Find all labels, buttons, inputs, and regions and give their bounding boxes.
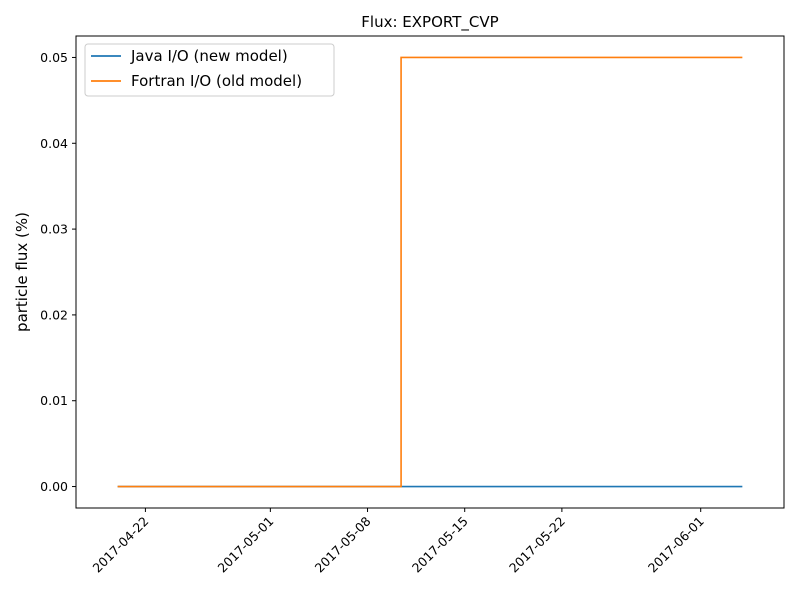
y-tick-label: 0.00 — [40, 479, 68, 494]
series-group — [117, 56, 743, 488]
series-line-1 — [117, 56, 743, 488]
legend: Java I/O (new model) Fortran I/O (old mod… — [84, 43, 335, 97]
y-tick-label: 0.05 — [40, 50, 68, 65]
plot-frame — [75, 35, 785, 509]
y-tick-label: 0.03 — [40, 222, 68, 237]
legend-box — [84, 43, 335, 97]
legend-label-0: Java I/O (new model) — [130, 47, 288, 65]
y-axis-label: particle flux (%) — [13, 212, 31, 332]
legend-label-1: Fortran I/O (old model) — [131, 72, 302, 90]
y-axis-ticks: 0.00 0.01 0.02 0.03 0.04 0.05 — [40, 50, 76, 494]
y-tick-label: 0.01 — [40, 393, 68, 408]
chart-title: Flux: EXPORT_CVP — [361, 13, 498, 32]
y-tick-label: 0.02 — [40, 307, 68, 322]
y-tick-label: 0.04 — [40, 136, 68, 151]
